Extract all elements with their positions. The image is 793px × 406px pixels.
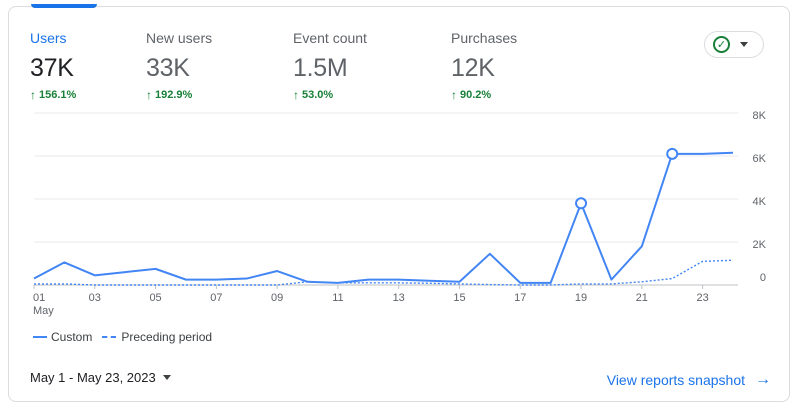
metric-new-users-change-value: 192.9% — [155, 89, 193, 101]
metric-new-users-change: ↑ 192.9% — [146, 88, 212, 102]
data-point-marker — [575, 197, 588, 210]
metric-users-change: ↑ 156.1% — [30, 88, 76, 102]
date-range-label: May 1 - May 23, 2023 — [30, 370, 156, 385]
x-tick-label: 01 — [33, 292, 45, 304]
legend-dashed-swatch — [102, 336, 117, 338]
x-tick-label: 07 — [210, 292, 222, 304]
data-quality-dropdown[interactable]: ✓ — [704, 31, 764, 58]
x-tick-label: 15 — [453, 292, 465, 304]
metric-event-count-label: Event count — [293, 30, 367, 46]
metric-event-count[interactable]: Event count 1.5M ↑ 53.0% — [293, 30, 367, 102]
metric-event-count-value: 1.5M — [293, 54, 348, 82]
metric-new-users-value: 33K — [146, 54, 190, 82]
caret-down-icon — [162, 375, 171, 380]
metric-purchases-label: Purchases — [451, 30, 518, 46]
y-tick-label: 4K — [753, 196, 767, 208]
check-circle-icon: ✓ — [713, 36, 730, 53]
active-metric-indicator — [31, 4, 97, 8]
view-reports-snapshot-label: View reports snapshot — [606, 372, 745, 388]
x-tick-label: 13 — [393, 292, 405, 304]
arrow-up-icon: ↑ — [451, 88, 457, 102]
y-tick-label: 2K — [753, 239, 767, 251]
x-month-label: May — [33, 305, 54, 317]
legend-preceding-label: Preceding period — [121, 330, 213, 344]
x-tick-label: 21 — [636, 292, 648, 304]
metric-users[interactable]: Users 37K ↑ 156.1% — [30, 30, 76, 102]
caret-down-icon — [740, 42, 748, 47]
x-tick-label: 03 — [89, 292, 101, 304]
users-line-chart: 8K 6K 4K 2K 0 01 03 05 07 09 11 13 15 17 19 21 23 May — [33, 110, 767, 317]
metric-purchases[interactable]: Purchases 12K ↑ 90.2% — [451, 30, 517, 102]
metric-purchases-value: 12K — [451, 54, 495, 82]
metric-users-label: Users — [30, 30, 67, 46]
x-tick-label: 11 — [332, 292, 343, 304]
date-range-picker[interactable]: May 1 - May 23, 2023 — [30, 370, 171, 385]
metric-event-count-change-value: 53.0% — [302, 89, 334, 101]
chart-legend: Custom Preceding period — [33, 330, 212, 344]
y-tick-label: 6K — [753, 153, 767, 165]
metric-new-users-label: New users — [146, 30, 213, 46]
x-tick-label: 09 — [271, 292, 283, 304]
metric-purchases-change-value: 90.2% — [460, 89, 492, 101]
view-reports-snapshot-link[interactable]: View reports snapshot → — [606, 371, 771, 389]
metric-new-users[interactable]: New users 33K ↑ 192.9% — [146, 30, 212, 102]
x-tick-label: 17 — [514, 292, 526, 304]
series-line-custom — [33, 151, 734, 284]
x-tick-label: 23 — [696, 292, 708, 304]
metric-event-count-change: ↑ 53.0% — [293, 88, 367, 102]
metric-users-value: 37K — [30, 54, 74, 82]
x-tick-label: 05 — [149, 292, 161, 304]
legend-solid-swatch — [33, 336, 47, 338]
metric-users-change-value: 156.1% — [39, 89, 77, 101]
y-tick-label: 8K — [753, 110, 767, 122]
series-line-preceding — [34, 259, 734, 286]
data-point-marker — [666, 147, 679, 160]
overview-card — [8, 6, 790, 402]
legend-custom-label: Custom — [51, 330, 93, 344]
y-tick-label: 0 — [760, 272, 766, 284]
arrow-up-icon: ↑ — [146, 88, 152, 102]
arrow-right-icon: → — [755, 371, 771, 388]
x-tick-label: 19 — [575, 292, 587, 304]
arrow-up-icon: ↑ — [293, 88, 299, 102]
metric-purchases-change: ↑ 90.2% — [451, 88, 517, 102]
arrow-up-icon: ↑ — [30, 88, 36, 102]
